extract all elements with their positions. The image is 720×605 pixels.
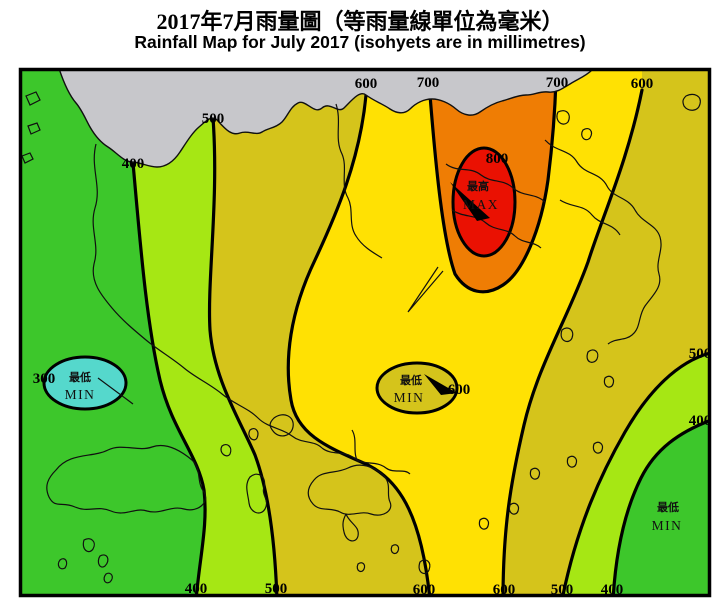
- coastlines: [46, 93, 701, 584]
- isohyet-label: 800: [486, 151, 509, 167]
- isohyet-label: 600: [355, 76, 378, 92]
- isohyet-label: 500: [689, 346, 712, 362]
- isohyet-label: 600: [448, 382, 471, 398]
- orange-lobe-pointer: [407, 266, 444, 313]
- isohyet-label: 300: [33, 371, 56, 387]
- page-title-chinese: 2017年7月雨量圖（等雨量線單位為毫米）: [156, 9, 564, 34]
- isohyet-label: 700: [417, 75, 440, 91]
- min-east-marker-zh: 最低: [657, 500, 679, 514]
- isohyet-500-east: [561, 351, 710, 596]
- isohyet-label: 400: [185, 581, 208, 597]
- mainland-area: [58, 69, 594, 168]
- isohyet-600-west: [286, 73, 432, 596]
- min-east-marker-en: MIN: [652, 518, 683, 533]
- west-min-leader-line: [97, 377, 134, 405]
- isohyet-label: 500: [202, 111, 225, 127]
- isohyet-label: 400: [122, 156, 145, 172]
- min-central-marker-en: MIN: [394, 390, 425, 405]
- central-minimum-ellipse: [375, 361, 459, 415]
- max-leader-line: [450, 182, 490, 221]
- extreme-markers: 最高 MAX 最低 MIN 最低 MIN 最低 MIN: [65, 179, 683, 533]
- page-title-english: Rainfall Map for July 2017 (isohyets are…: [134, 32, 586, 52]
- isohyet-700-loop: [427, 78, 558, 294]
- min-central-marker-zh: 最低: [400, 373, 422, 387]
- northwest-islands: [21, 91, 41, 164]
- min-west-marker-zh: 最低: [69, 370, 91, 384]
- isohyet-500-west: [207, 103, 279, 596]
- isohyet-label: 400: [689, 413, 712, 429]
- isohyet-400-west: [131, 148, 207, 596]
- isohyet-400-east: [611, 418, 710, 596]
- min-west-marker-en: MIN: [65, 387, 96, 402]
- west-minimum-ellipse: [42, 355, 128, 411]
- isohyet-600-east: [501, 88, 644, 596]
- isohyet-label: 600: [631, 76, 654, 92]
- isohyet-label: 700: [546, 75, 569, 91]
- map-border: [18, 67, 712, 598]
- central-min-leader-line: [424, 374, 457, 395]
- max-marker-en: MAX: [463, 197, 499, 212]
- max-marker-zh: 最高: [467, 179, 489, 193]
- isohyet-label: 500: [265, 581, 288, 597]
